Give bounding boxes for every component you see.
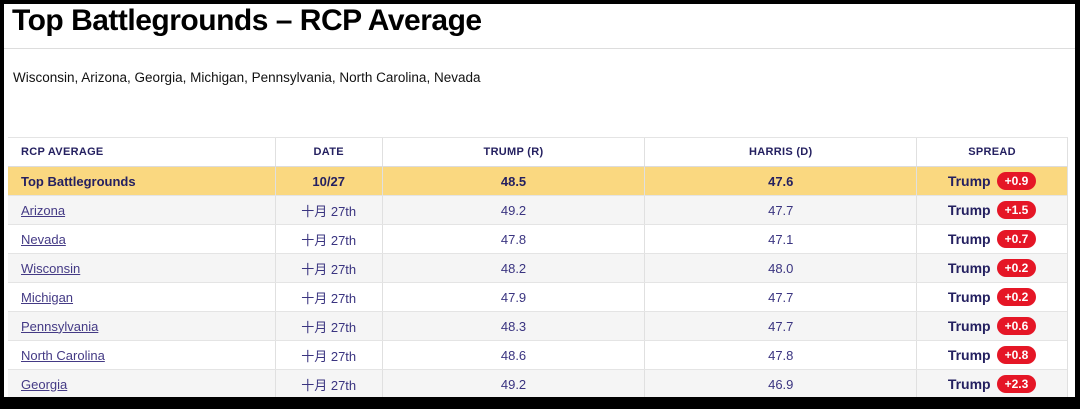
spread-cell: Trump +0.6 [916, 312, 1067, 340]
trump-value-cell: 47.9 [381, 283, 645, 311]
state-link-nevada[interactable]: Nevada [21, 231, 66, 247]
col-header-date: DATE [274, 138, 382, 166]
harris-value-cell: 46.9 [644, 370, 916, 397]
spread-cell: Trump +0.2 [916, 283, 1067, 311]
harris-value-cell: 48.0 [644, 254, 916, 282]
state-link-north-carolina[interactable]: North Carolina [21, 347, 105, 363]
harris-value-cell: 47.7 [644, 196, 916, 224]
trump-value-cell: 48.2 [381, 254, 645, 282]
spread-winner-label: Trump [947, 289, 991, 305]
col-header-trump: TRUMP (R) [381, 138, 645, 166]
spread-margin-badge: +0.8 [996, 346, 1037, 364]
spread-winner-label: Trump [947, 173, 991, 189]
date-cell: 十月 27th [274, 283, 382, 311]
spread-winner-label: Trump [947, 231, 991, 247]
date-cell: 10/27 [274, 167, 382, 195]
spread-cell: Trump +0.8 [916, 341, 1067, 369]
spread-cell: Trump +2.3 [916, 370, 1067, 397]
table-row-georgia: Georgia 十月 27th 49.2 46.9 Trump +2.3 [8, 370, 1067, 397]
title-divider [4, 48, 1075, 49]
state-link-georgia[interactable]: Georgia [21, 376, 68, 392]
table-row-arizona: Arizona 十月 27th 49.2 47.7 Trump +1.5 [8, 196, 1067, 225]
page-subtitle: Wisconsin, Arizona, Georgia, Michigan, P… [13, 70, 481, 85]
date-cell: 十月 27th [274, 196, 382, 224]
table-header-row: RCP AVERAGE DATE TRUMP (R) HARRIS (D) SP… [8, 138, 1067, 167]
state-link-wisconsin[interactable]: Wisconsin [21, 260, 81, 276]
date-cell: 十月 27th [274, 225, 382, 253]
spread-winner-label: Trump [947, 202, 991, 218]
spread-cell: Trump +0.2 [916, 254, 1067, 282]
table-row-wisconsin: Wisconsin 十月 27th 48.2 48.0 Trump +0.2 [8, 254, 1067, 283]
table-row-top-battlegrounds: Top Battlegrounds 10/27 48.5 47.6 Trump … [8, 167, 1067, 196]
col-header-spread: SPREAD [916, 138, 1067, 166]
harris-value-cell: 47.7 [644, 312, 916, 340]
harris-value-cell: 47.7 [644, 283, 916, 311]
table-row-pennsylvania: Pennsylvania 十月 27th 48.3 47.7 Trump +0.… [8, 312, 1067, 341]
spread-winner-label: Trump [947, 318, 991, 334]
col-header-harris: HARRIS (D) [644, 138, 916, 166]
date-cell: 十月 27th [274, 370, 382, 397]
table-row-michigan: Michigan 十月 27th 47.9 47.7 Trump +0.2 [8, 283, 1067, 312]
spread-winner-label: Trump [947, 347, 991, 363]
spread-cell: Trump +0.7 [916, 225, 1067, 253]
harris-value-cell: 47.8 [644, 341, 916, 369]
spread-margin-badge: +0.9 [996, 172, 1037, 190]
table-row-north-carolina: North Carolina 十月 27th 48.6 47.8 Trump +… [8, 341, 1067, 370]
spread-margin-badge: +0.2 [996, 288, 1037, 306]
trump-value-cell: 48.6 [381, 341, 645, 369]
spread-margin-badge: +0.2 [996, 259, 1037, 277]
rcp-average-table: RCP AVERAGE DATE TRUMP (R) HARRIS (D) SP… [8, 137, 1068, 397]
row-name-cell: Top Battlegrounds [21, 173, 136, 189]
harris-value-cell: 47.6 [644, 167, 916, 195]
date-cell: 十月 27th [274, 312, 382, 340]
state-link-michigan[interactable]: Michigan [21, 289, 74, 305]
date-cell: 十月 27th [274, 341, 382, 369]
trump-value-cell: 48.5 [381, 167, 645, 195]
date-cell: 十月 27th [274, 254, 382, 282]
trump-value-cell: 49.2 [381, 370, 645, 397]
spread-winner-label: Trump [947, 260, 991, 276]
spread-margin-badge: +2.3 [996, 375, 1037, 393]
spread-margin-badge: +0.6 [996, 317, 1037, 335]
state-link-pennsylvania[interactable]: Pennsylvania [21, 318, 99, 334]
page-title: Top Battlegrounds – RCP Average [12, 4, 482, 37]
harris-value-cell: 47.1 [644, 225, 916, 253]
spread-winner-label: Trump [947, 376, 991, 392]
col-header-rcp-average: RCP AVERAGE [21, 146, 104, 158]
state-link-arizona[interactable]: Arizona [21, 202, 66, 218]
spread-cell: Trump +0.9 [916, 167, 1067, 195]
spread-cell: Trump +1.5 [916, 196, 1067, 224]
trump-value-cell: 49.2 [381, 196, 645, 224]
spread-margin-badge: +1.5 [996, 201, 1037, 219]
trump-value-cell: 48.3 [381, 312, 645, 340]
spread-margin-badge: +0.7 [996, 230, 1037, 248]
trump-value-cell: 47.8 [381, 225, 645, 253]
table-row-nevada: Nevada 十月 27th 47.8 47.1 Trump +0.7 [8, 225, 1067, 254]
